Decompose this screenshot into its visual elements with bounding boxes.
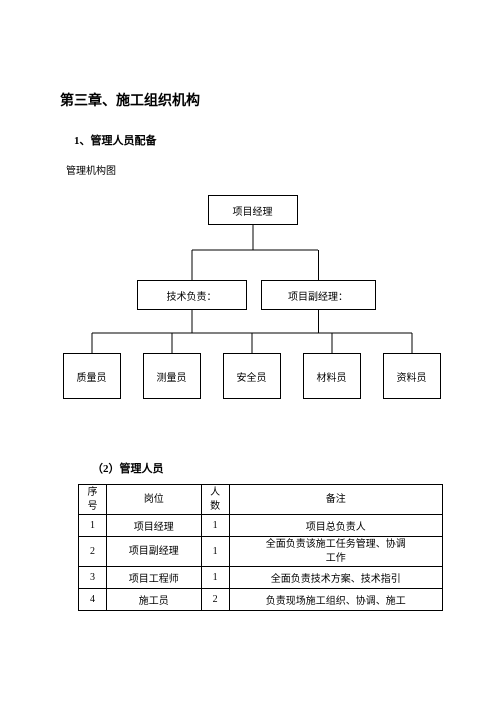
cell-seq: 2	[79, 537, 107, 567]
org-node-safety: 安全员	[223, 353, 281, 399]
cell-seq: 3	[79, 567, 107, 589]
cell-count: 1	[201, 537, 229, 567]
cell-seq: 1	[79, 515, 107, 537]
section2-title: （2）管理人员	[92, 460, 445, 476]
org-node-deputy: 项目副经理：	[261, 280, 376, 310]
table-row: 4施工员2负责现场施工组织、协调、施工	[79, 589, 443, 611]
section1-title: 1、管理人员配备	[74, 132, 445, 148]
th-role: 岗位	[106, 485, 201, 515]
table-row: 2项目副经理1全面负责该施工任务管理、协调工作	[79, 537, 443, 567]
cell-role: 施工员	[106, 589, 201, 611]
org-node-quality: 质量员	[63, 353, 121, 399]
cell-role: 项目经理	[106, 515, 201, 537]
cell-count: 1	[201, 567, 229, 589]
org-node-material: 材料员	[303, 353, 361, 399]
management-table: 序号 岗位 人数 备注 1项目经理1项目总负责人2项目副经理1全面负责该施工任务…	[78, 484, 443, 611]
org-node-docs: 资料员	[383, 353, 441, 399]
table-header-row: 序号 岗位 人数 备注	[79, 485, 443, 515]
org-chart-connectors	[63, 195, 443, 440]
th-count: 人数	[201, 485, 229, 515]
cell-note: 全面负责该施工任务管理、协调工作	[229, 537, 442, 567]
cell-count: 2	[201, 589, 229, 611]
table-row: 1项目经理1项目总负责人	[79, 515, 443, 537]
cell-role: 项目工程师	[106, 567, 201, 589]
cell-note: 全面负责技术方案、技术指引	[229, 567, 442, 589]
th-seq: 序号	[79, 485, 107, 515]
chart-subtitle: 管理机构图	[66, 162, 445, 177]
cell-note: 负责现场施工组织、协调、施工	[229, 589, 442, 611]
th-note: 备注	[229, 485, 442, 515]
org-node-tech: 技术负责：	[137, 280, 247, 310]
chapter-title: 第三章、施工组织机构	[60, 90, 445, 110]
cell-seq: 4	[79, 589, 107, 611]
org-node-root: 项目经理	[208, 195, 298, 225]
table-row: 3项目工程师1全面负责技术方案、技术指引	[79, 567, 443, 589]
cell-count: 1	[201, 515, 229, 537]
org-chart: 项目经理 技术负责： 项目副经理： 质量员 测量员 安全员 材料员 资料员	[63, 195, 443, 440]
org-node-survey: 测量员	[143, 353, 201, 399]
cell-role: 项目副经理	[106, 537, 201, 567]
cell-note: 项目总负责人	[229, 515, 442, 537]
